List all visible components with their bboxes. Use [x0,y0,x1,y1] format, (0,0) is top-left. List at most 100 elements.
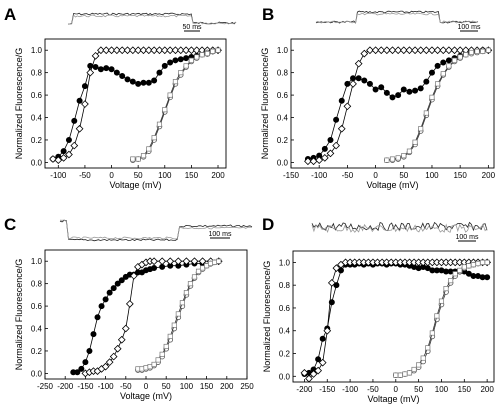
data-point-filled-circle [151,264,158,271]
x-tick-label: -200 [296,385,313,394]
data-point-filled-circle [167,59,174,66]
data-point-filled-circle [114,280,121,287]
panel-letter-b: B [262,5,274,24]
data-point-open-diamond [304,157,312,166]
data-point-filled-circle [71,117,78,124]
fluorescence-trace-light [59,219,253,240]
x-tick-label: -50 [367,385,379,394]
data-point-filled-circle [361,77,368,84]
data-point-open-diamond [49,155,57,163]
y-axis-label: Normalized Fluorescence/G [14,259,24,371]
chart-marks [49,46,493,383]
y-tick-label: 0.8 [31,69,43,78]
data-point-open-diamond [59,154,68,162]
data-point-open-square [451,57,458,63]
x-tick-label: 200 [211,171,225,180]
data-point-open-square [188,57,194,63]
data-point-open-diamond [121,324,130,333]
data-point-filled-circle [338,97,345,104]
fluorescence-trace-light [315,12,479,24]
x-tick-label: 100 [425,171,439,180]
y-tick-label: 0.8 [277,69,289,78]
x-tick-label: -150 [77,382,94,391]
data-point-open-diamond [117,335,126,344]
plot-frame-d [292,250,495,383]
data-point-open-diamond [382,46,391,55]
data-point-open-square [480,48,486,54]
data-point-filled-circle [65,136,72,143]
data-point-filled-circle [428,69,435,76]
data-point-open-square [395,155,401,161]
series-line-open-square [395,261,488,376]
data-point-open-diamond [433,46,442,55]
x-tick-label: 100 [158,171,172,180]
data-point-open-square [429,330,435,336]
data-point-filled-circle [124,76,131,83]
data-point-open-diamond [118,46,127,55]
data-point-filled-circle [97,66,104,73]
data-point-open-square [159,351,165,357]
data-point-open-square [463,52,469,58]
data-point-filled-circle [60,148,67,155]
x-axis-label: Voltage (mV) [367,394,419,404]
data-point-open-square [438,298,445,304]
data-point-filled-circle [106,289,113,296]
data-point-open-square [183,63,189,69]
data-point-open-diamond [128,46,137,55]
data-point-open-diamond [65,150,73,159]
data-point-open-square [216,258,222,264]
data-point-open-square [452,271,458,277]
x-axis-label: Voltage (mV) [120,391,172,401]
data-point-open-square [155,357,161,363]
data-point-open-diamond [366,46,374,55]
data-point-open-square [457,267,463,273]
data-point-open-diamond [192,46,201,55]
data-point-open-square [416,362,422,368]
data-point-open-square [140,153,147,159]
x-tick-label: 150 [185,171,199,180]
data-point-open-square [183,290,189,296]
y-tick-label: 0.8 [31,280,43,289]
x-axis-label: Voltage (mV) [366,180,418,190]
series-line-open-circle [132,49,219,161]
y-tick-label: 0.8 [279,281,291,290]
y-axis-label: Normalized Fluorescence/G [260,48,270,160]
data-point-open-square [406,370,413,376]
data-point-filled-circle [321,145,328,152]
y-tick-label: 0.2 [31,347,43,356]
data-point-open-square [402,371,408,377]
time-scale-label: 100 ms [209,231,232,238]
data-point-filled-circle [135,80,142,87]
panel-letter-a: A [4,5,16,24]
data-point-open-diamond [160,46,169,55]
series-line-open-diamond [85,260,219,374]
x-tick-label: -50 [79,171,91,180]
data-point-filled-circle [156,69,163,76]
data-point-open-square [411,366,417,373]
series-line-open-circle [395,261,488,376]
x-tick-label: -200 [57,382,74,391]
series-line-open-diamond [52,49,218,161]
data-point-open-diamond [416,46,425,55]
y-tick-label: 0.6 [277,91,289,100]
data-point-filled-circle [383,89,390,96]
fluorescence-trace-light [67,14,237,25]
y-tick-label: 0.6 [279,304,291,313]
data-point-open-diamond [54,156,63,165]
data-point-filled-circle [129,78,136,85]
data-point-open-diamond [190,257,199,266]
data-point-open-diamond [422,46,431,55]
data-point-open-square [461,264,467,270]
data-point-open-square [162,107,168,113]
data-point-filled-circle [110,285,117,292]
y-tick-label: 0.6 [31,302,43,311]
data-point-open-diamond [155,46,164,55]
data-point-filled-circle [98,303,105,310]
data-point-open-diamond [130,271,138,280]
x-tick-label: -100 [342,385,359,394]
x-tick-label: 0 [394,385,399,394]
data-point-open-square [484,259,490,265]
data-point-filled-circle [151,77,158,84]
data-point-filled-circle [440,59,447,66]
